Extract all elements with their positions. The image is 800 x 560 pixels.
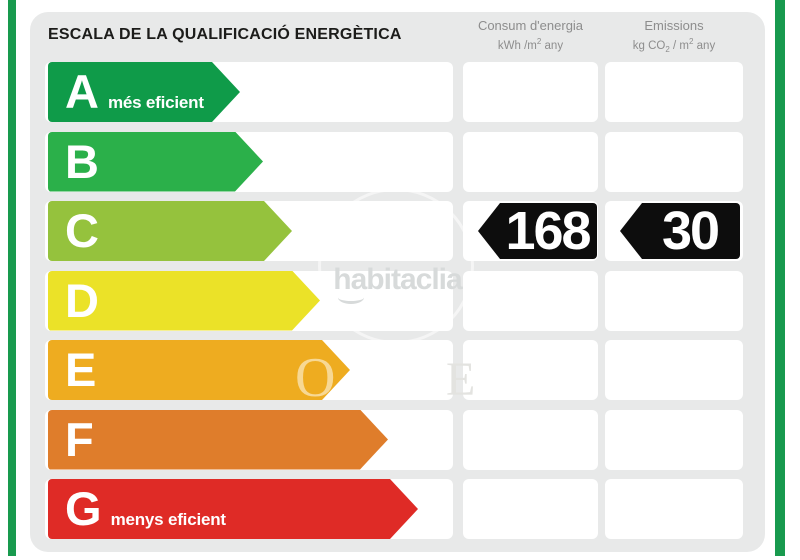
rating-row-f: F bbox=[30, 409, 765, 470]
emissions-cell bbox=[605, 131, 743, 192]
consumption-cell bbox=[463, 409, 598, 470]
rating-letter: F bbox=[65, 412, 94, 466]
right-green-stripe bbox=[775, 0, 785, 556]
consumption-column-title: Consum d'energia bbox=[477, 18, 584, 33]
rating-sublabel: menys eficient bbox=[110, 510, 226, 529]
emissions-value-arrow: 30 bbox=[620, 203, 740, 259]
rating-arrow-a: A més eficient bbox=[48, 62, 240, 122]
rating-letter: G bbox=[65, 482, 102, 535]
rating-row-d: D bbox=[30, 270, 765, 331]
consumption-cell bbox=[463, 62, 598, 122]
consumption-value: 168 bbox=[505, 201, 591, 261]
rating-letter: B bbox=[65, 134, 99, 188]
emissions-cell bbox=[605, 270, 743, 331]
rating-letter: C bbox=[65, 204, 99, 257]
page-title: ESCALA DE LA QUALIFICACIÓ ENERGÈTICA bbox=[48, 26, 402, 43]
rating-card: ESCALA DE LA QUALIFICACIÓ ENERGÈTICA Con… bbox=[30, 12, 765, 552]
rating-arrow-e: E bbox=[48, 340, 350, 400]
emissions-cell bbox=[605, 479, 743, 539]
left-green-stripe bbox=[8, 0, 16, 556]
consumption-cell bbox=[463, 270, 598, 331]
emissions-cell bbox=[605, 409, 743, 470]
rating-row-g: G menys eficient bbox=[30, 479, 765, 539]
rating-arrow-f: F bbox=[48, 410, 388, 470]
consumption-cell bbox=[463, 340, 598, 400]
emissions-column-title: Emissions bbox=[644, 18, 704, 33]
rating-row-b: B bbox=[30, 131, 765, 192]
rating-rows: A més eficient B C bbox=[30, 62, 765, 549]
rating-letter: E bbox=[65, 343, 97, 396]
consumption-cell bbox=[463, 479, 598, 539]
rating-sublabel: més eficient bbox=[107, 93, 204, 112]
rating-arrow-b: B bbox=[48, 132, 263, 192]
consumption-cell bbox=[463, 131, 598, 192]
rating-letter: D bbox=[65, 273, 99, 327]
rating-arrow-d: D bbox=[48, 271, 320, 331]
consumption-value-arrow: 168 bbox=[478, 203, 597, 259]
emissions-value: 30 bbox=[661, 201, 720, 261]
consumption-column-unit: kWh /m2 any bbox=[497, 37, 564, 52]
emissions-cell bbox=[605, 340, 743, 400]
rating-row-e: E bbox=[30, 340, 765, 400]
emissions-column-header: Emissions kg CO2 / m2 any bbox=[605, 17, 743, 57]
rating-letter: A bbox=[65, 65, 99, 118]
emissions-column-unit: kg CO2 / m2 any bbox=[632, 37, 716, 55]
emissions-cell bbox=[605, 62, 743, 122]
rating-arrow-g: G menys eficient bbox=[48, 479, 418, 539]
rating-arrow-c: C bbox=[48, 201, 292, 261]
consumption-column-header: Consum d'energia kWh /m2 any bbox=[463, 17, 598, 54]
rating-row-a: A més eficient bbox=[30, 62, 765, 122]
